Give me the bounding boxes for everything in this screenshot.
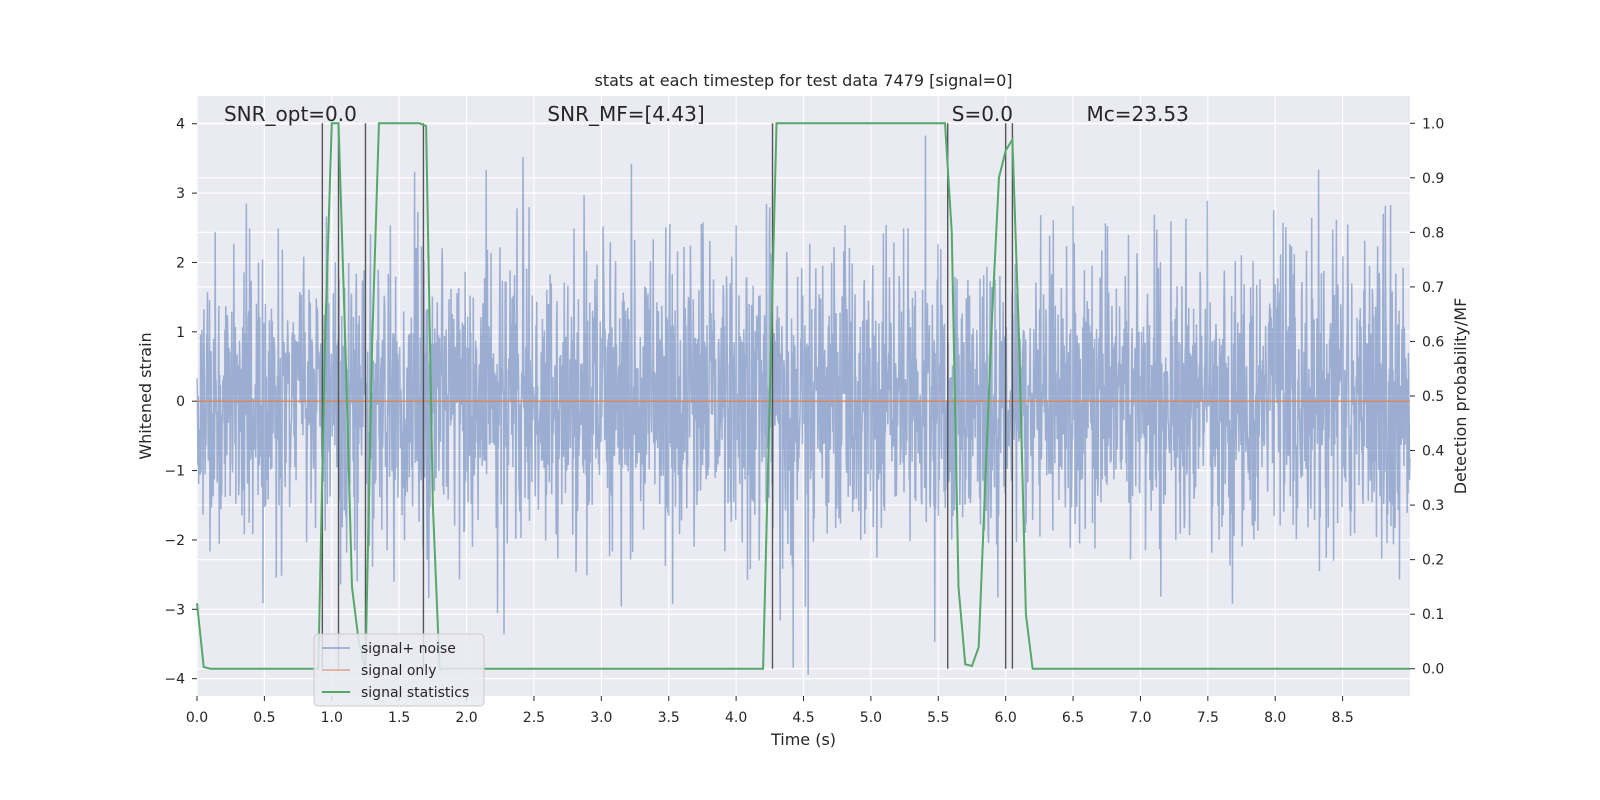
x-tick-1: 0.5 [253,710,275,726]
y-left-tick-8: 4 [176,117,185,133]
x-tick-7: 3.5 [658,710,680,726]
y-right-tick-3: 0.3 [1422,498,1444,514]
y-right-tick-0: 0.0 [1422,662,1444,678]
y-left-tick-1: −3 [164,602,185,618]
x-tick-13: 6.5 [1062,710,1084,726]
y-left-tick-4: 0 [176,394,185,410]
x-tick-15: 7.5 [1197,710,1219,726]
y-right-tick-labels: 0.0 0.1 0.2 0.3 0.4 0.5 0.6 0.7 0.8 0.9 1.0 [1410,116,1444,678]
x-tick-17: 8.5 [1331,710,1353,726]
x-tick-0: 0.0 [186,710,208,726]
x-tick-5: 2.5 [523,710,545,726]
y-left-tick-0: −4 [164,672,185,688]
y-left-tick-3: −1 [164,464,185,480]
x-tick-8: 4.0 [725,710,747,726]
legend-box [313,633,485,707]
annotations: SNR_opt=0.0 SNR_MF=[4.43] S=0.0 Mc=23.53 [224,102,1189,126]
x-tick-3: 1.5 [388,710,410,726]
legend-label-0: signal+ noise [361,641,456,657]
x-tick-4: 2.0 [455,710,477,726]
y-left-tick-5: 1 [176,325,185,341]
y-right-tick-8: 0.8 [1422,225,1444,241]
x-tick-11: 5.5 [927,710,949,726]
chart-title: stats at each timestep for test data 747… [594,71,1012,90]
legend-label-1: signal only [361,663,436,679]
annotation-snr-mf: SNR_MF=[4.43] [547,102,704,126]
vertical-markers [321,123,1014,669]
legend: signal+ noise signal only signal statistic… [313,633,485,707]
series-signal-statistics [196,122,1410,670]
y-left-tick-6: 2 [176,255,185,271]
annotation-snr-opt: SNR_opt=0.0 [224,102,357,126]
x-axis-label: Time (s) [770,730,836,749]
x-tick-16: 8.0 [1264,710,1286,726]
x-tick-9: 4.5 [792,710,814,726]
annotation-s-value: S=0.0 [952,102,1013,126]
x-tick-14: 7.0 [1129,710,1151,726]
y-right-tick-4: 0.4 [1422,444,1444,460]
y-left-tick-7: 3 [176,186,185,202]
y-right-tick-1: 0.1 [1422,607,1444,623]
y-right-axis-label: Detection probability/MF [1451,298,1470,495]
x-tick-10: 5.0 [860,710,882,726]
y-left-axis-label: Whitened strain [136,332,155,459]
y-left-tick-2: −2 [164,533,185,549]
y-right-tick-10: 1.0 [1422,116,1444,132]
y-right-tick-7: 0.7 [1422,280,1444,296]
legend-label-2: signal statistics [361,685,469,701]
y-right-tick-6: 0.6 [1422,334,1444,350]
annotation-mc-value: Mc=23.53 [1087,102,1189,126]
x-tick-labels: 0.0 0.5 1.0 1.5 2.0 2.5 3.0 3.5 4.0 4.5 5.0 5.5 6.0 6… [186,696,1354,726]
series-signal-noise [196,135,1411,675]
signal-noise-line [196,135,1411,675]
y-right-tick-2: 0.2 [1422,553,1444,569]
y-right-tick-9: 0.9 [1422,171,1444,187]
signal-statistics-line [196,122,1410,670]
x-tick-2: 1.0 [321,710,343,726]
y-right-tick-5: 0.5 [1422,389,1444,405]
y-left-tick-labels: −4 −3 −2 −1 0 1 2 3 4 [164,117,197,688]
x-tick-6: 3.0 [590,710,612,726]
x-tick-12: 6.0 [995,710,1017,726]
